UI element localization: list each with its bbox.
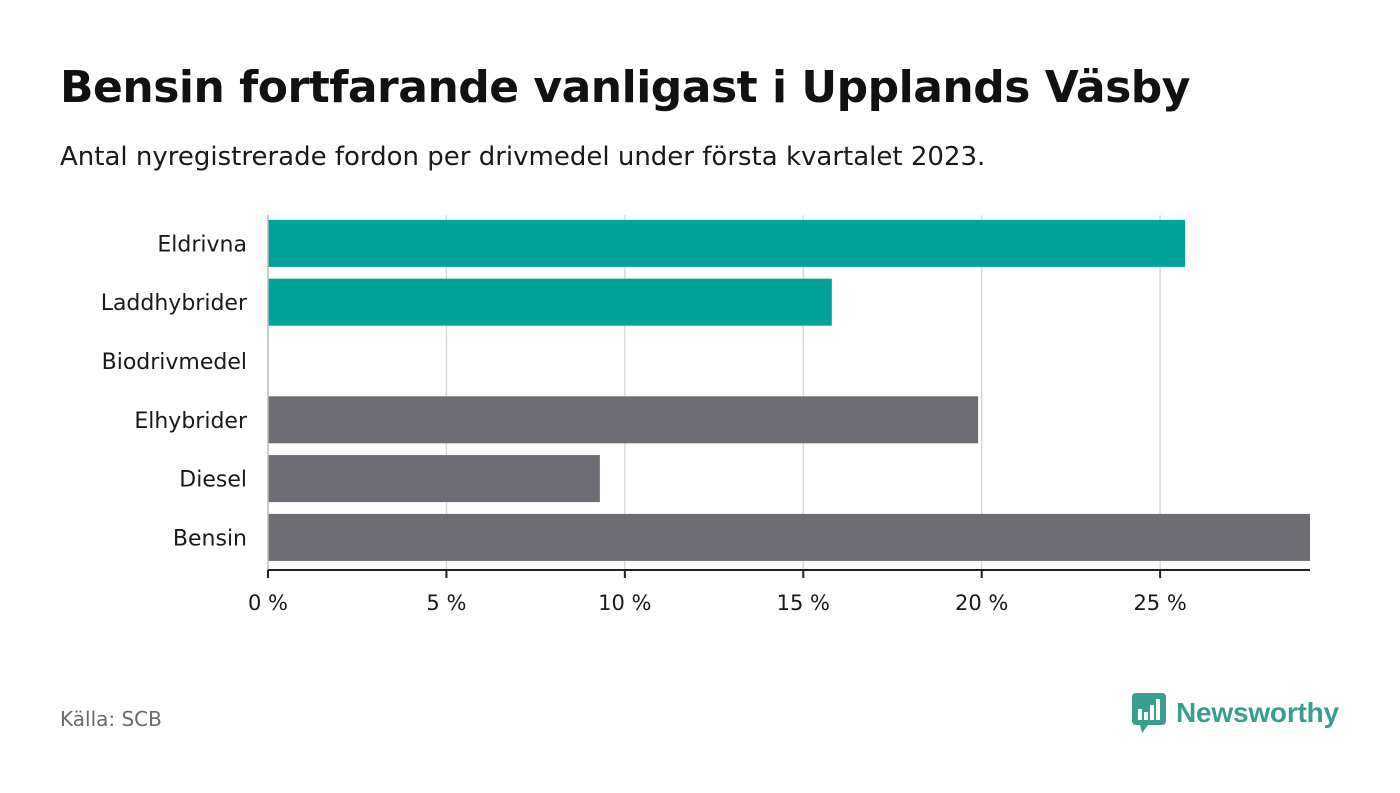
brand-logo: Newsworthy <box>1132 693 1339 733</box>
category-label: Eldrivna <box>157 232 247 257</box>
bar <box>268 513 1310 561</box>
chart-subtitle: Antal nyregistrerade fordon per drivmede… <box>60 142 986 172</box>
x-tick-label: 10 % <box>598 591 651 615</box>
newsworthy-logo-icon <box>1132 693 1166 733</box>
category-labels: Eldrivna Laddhybrider Biodrivmedel Elhybrid… <box>101 232 248 551</box>
bars <box>268 219 1310 561</box>
x-tick-label: 5 % <box>426 591 466 615</box>
bar <box>268 396 979 444</box>
source-note: Källa: SCB <box>60 707 162 731</box>
bar <box>268 219 1186 267</box>
grid-lines <box>445 215 1161 570</box>
chart-title: Bensin fortfarande vanligast i Upplands … <box>60 62 1190 113</box>
category-label: Elhybrider <box>134 409 248 434</box>
x-tick-label: 25 % <box>1133 591 1186 615</box>
bar <box>268 455 600 503</box>
category-label: Bensin <box>173 526 247 551</box>
category-label: Diesel <box>179 468 247 493</box>
x-tick-label: 0 % <box>248 591 288 615</box>
bar-chart: Eldrivna Laddhybrider Biodrivmedel Elhybrid… <box>101 215 1310 615</box>
x-tick-label: 20 % <box>955 591 1008 615</box>
bar <box>268 278 832 326</box>
x-tick-label: 15 % <box>777 591 830 615</box>
category-label: Biodrivmedel <box>102 350 247 375</box>
brand-name: Newsworthy <box>1176 697 1339 728</box>
x-axis: 0 % 5 % 10 % 15 % 20 % 25 % <box>248 215 1310 615</box>
category-label: Laddhybrider <box>101 291 248 316</box>
